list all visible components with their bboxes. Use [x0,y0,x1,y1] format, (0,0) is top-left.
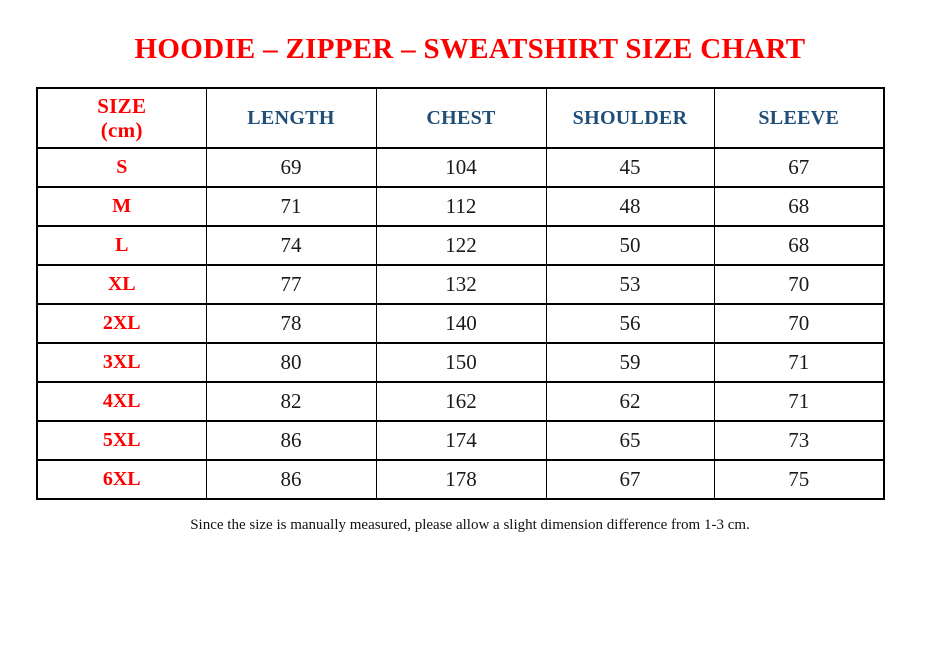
size-label-cell: 2XL [36,303,207,344]
chest-value-cell: 174 [375,420,547,461]
chest-value-cell: 150 [375,342,547,383]
length-value-cell: 80 [205,342,377,383]
size-label-cell: L [36,225,207,266]
sleeve-value-cell: 75 [713,459,885,500]
sleeve-value-cell: 68 [713,225,885,266]
table-row: 6XL 86 178 67 75 [36,459,885,500]
sleeve-value-cell: 71 [713,342,885,383]
chest-value-cell: 104 [375,147,547,188]
table-header-row: SIZE (cm) LENGTH CHEST SHOULDER SLEEVE [36,87,885,149]
shoulder-value-cell: 67 [545,459,715,500]
table-row: 5XL 86 174 65 73 [36,420,885,461]
shoulder-value-cell: 65 [545,420,715,461]
size-label-cell: 4XL [36,381,207,422]
length-value-cell: 74 [205,225,377,266]
length-value-cell: 82 [205,381,377,422]
column-header-sleeve: SLEEVE [713,87,885,149]
size-label-cell: S [36,147,207,188]
column-header-length: LENGTH [205,87,377,149]
sleeve-value-cell: 73 [713,420,885,461]
column-header-chest: CHEST [375,87,547,149]
length-value-cell: 77 [205,264,377,305]
shoulder-value-cell: 62 [545,381,715,422]
length-value-cell: 86 [205,420,377,461]
chest-value-cell: 112 [375,186,547,227]
shoulder-value-cell: 53 [545,264,715,305]
measurement-note: Since the size is manually measured, ple… [190,517,750,533]
length-value-cell: 86 [205,459,377,500]
chest-value-cell: 178 [375,459,547,500]
sleeve-value-cell: 70 [713,303,885,344]
shoulder-value-cell: 56 [545,303,715,344]
size-label-cell: 5XL [36,420,207,461]
chest-value-cell: 162 [375,381,547,422]
chest-value-cell: 122 [375,225,547,266]
shoulder-value-cell: 45 [545,147,715,188]
table-row: XL 77 132 53 70 [36,264,885,305]
shoulder-value-cell: 48 [545,186,715,227]
table-row: S 69 104 45 67 [36,147,885,188]
sleeve-value-cell: 67 [713,147,885,188]
sleeve-value-cell: 71 [713,381,885,422]
sleeve-value-cell: 68 [713,186,885,227]
column-header-size: SIZE (cm) [36,87,207,149]
table-row: 4XL 82 162 62 71 [36,381,885,422]
size-label-cell: XL [36,264,207,305]
column-header-size-line2: (cm) [100,118,143,142]
length-value-cell: 71 [205,186,377,227]
size-label-cell: 6XL [36,459,207,500]
table-row: 2XL 78 140 56 70 [36,303,885,344]
table-row: 3XL 80 150 59 71 [36,342,885,383]
shoulder-value-cell: 59 [545,342,715,383]
size-label-cell: 3XL [36,342,207,383]
size-chart-table: SIZE (cm) LENGTH CHEST SHOULDER SLEEVE S… [36,87,885,500]
shoulder-value-cell: 50 [545,225,715,266]
column-header-size-line1: SIZE [97,93,147,118]
page-title: HOODIE – ZIPPER – SWEATSHIRT SIZE CHART [134,33,806,65]
chest-value-cell: 140 [375,303,547,344]
column-header-shoulder: SHOULDER [545,87,715,149]
stray-period: . [477,36,481,51]
length-value-cell: 69 [205,147,377,188]
sleeve-value-cell: 70 [713,264,885,305]
chest-value-cell: 132 [375,264,547,305]
size-label-cell: M [36,186,207,227]
table-row: M 71 112 48 68 [36,186,885,227]
table-row: L 74 122 50 68 [36,225,885,266]
length-value-cell: 78 [205,303,377,344]
